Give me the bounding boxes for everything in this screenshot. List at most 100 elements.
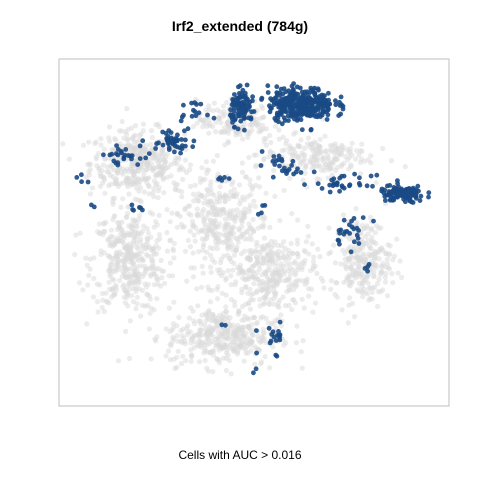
highlight-point-660 <box>271 154 277 159</box>
highlight-point-641 <box>340 184 345 190</box>
background-point-466 <box>134 294 140 300</box>
highlight-point-283 <box>290 97 296 103</box>
background-point-623 <box>158 257 164 263</box>
background-point-1784 <box>225 336 231 342</box>
background-point-872 <box>171 180 177 186</box>
background-point-347 <box>119 169 125 175</box>
background-point-1358 <box>245 290 251 296</box>
background-point-1942 <box>390 257 396 263</box>
background-point-604 <box>140 302 146 309</box>
highlight-point-637 <box>315 181 321 187</box>
background-point-2036 <box>354 270 360 276</box>
background-point-1762 <box>169 339 175 345</box>
background-point-1123 <box>221 206 227 212</box>
highlight-point-580 <box>101 152 106 158</box>
background-point-2411 <box>225 130 231 136</box>
background-point-1805 <box>245 350 251 356</box>
background-point-2247 <box>291 131 297 137</box>
background-point-1479 <box>148 356 154 362</box>
background-point-1286 <box>290 251 296 257</box>
background-point-1105 <box>212 217 218 223</box>
background-point-756 <box>130 280 136 287</box>
background-point-1775 <box>179 333 185 339</box>
background-point-1779 <box>185 329 191 335</box>
background-point-816 <box>236 182 243 188</box>
highlight-point-198 <box>340 106 346 112</box>
background-point-589 <box>134 244 140 250</box>
background-point-1443 <box>292 279 298 285</box>
background-point-309 <box>146 191 152 197</box>
background-point-423 <box>130 299 136 305</box>
background-point-703 <box>111 290 118 297</box>
highlight-point-567 <box>160 142 166 148</box>
background-point-1081 <box>173 186 179 192</box>
highlight-point-116 <box>291 81 296 86</box>
background-point-302 <box>96 165 102 171</box>
background-point-2196 <box>359 141 365 147</box>
background-point-1392 <box>288 240 294 247</box>
background-point-315 <box>176 156 182 162</box>
background-point-2013 <box>349 266 355 272</box>
highlight-point-592 <box>143 155 149 161</box>
background-point-1332 <box>255 257 261 263</box>
background-point-1383 <box>292 259 298 265</box>
background-point-1724 <box>259 359 265 365</box>
background-point-1688 <box>205 368 211 374</box>
highlight-point-705 <box>268 338 274 344</box>
background-point-1560 <box>223 304 229 310</box>
background-point-2067 <box>367 295 373 302</box>
background-point-770 <box>130 238 137 244</box>
background-point-1992 <box>343 266 350 272</box>
background-point-983 <box>226 212 232 219</box>
background-point-122 <box>80 142 86 148</box>
background-point-1138 <box>195 213 201 219</box>
background-point-1163 <box>328 278 334 284</box>
background-point-451 <box>171 240 177 247</box>
background-point-2266 <box>289 146 295 152</box>
background-point-997 <box>228 282 234 288</box>
background-point-1987 <box>390 280 396 286</box>
background-point-1367 <box>311 254 317 260</box>
background-point-1156 <box>205 211 211 217</box>
background-point-175 <box>60 141 66 147</box>
background-point-2159 <box>268 139 274 146</box>
highlight-point-589 <box>114 143 119 149</box>
background-point-2323 <box>276 127 282 133</box>
background-point-2216 <box>253 162 259 168</box>
background-point-1884 <box>352 314 358 320</box>
background-point-396 <box>151 150 157 156</box>
background-point-738 <box>138 254 144 261</box>
background-point-48 <box>151 194 157 200</box>
background-point-1197 <box>233 279 239 285</box>
background-point-306 <box>141 189 147 195</box>
background-point-1064 <box>187 183 194 190</box>
background-point-2039 <box>343 277 350 283</box>
background-point-2283 <box>326 167 332 173</box>
background-point-242 <box>154 180 160 186</box>
background-point-882 <box>189 218 196 224</box>
background-point-692 <box>86 272 92 278</box>
highlight-point-395 <box>249 109 255 115</box>
background-point-1104 <box>210 158 216 164</box>
highlight-point-724 <box>89 202 94 208</box>
background-point-1957 <box>397 258 403 264</box>
background-point-1873 <box>385 293 391 299</box>
background-point-1664 <box>241 317 248 323</box>
background-point-2068 <box>371 269 377 275</box>
background-point-1015 <box>201 200 207 206</box>
background-point-1622 <box>151 307 157 313</box>
background-point-2043 <box>332 291 338 297</box>
highlight-point-196 <box>290 87 296 92</box>
background-point-2349 <box>194 120 200 126</box>
background-point-2371 <box>272 123 278 129</box>
background-point-683 <box>72 251 78 258</box>
background-point-1614 <box>195 303 201 309</box>
background-point-2288 <box>311 145 317 152</box>
background-point-1881 <box>360 294 366 300</box>
background-point-1442 <box>260 295 266 301</box>
background-point-1041 <box>202 224 208 230</box>
background-point-219 <box>86 172 92 178</box>
background-point-375 <box>138 185 144 191</box>
background-point-2201 <box>356 152 362 158</box>
highlight-point-250 <box>311 97 317 103</box>
